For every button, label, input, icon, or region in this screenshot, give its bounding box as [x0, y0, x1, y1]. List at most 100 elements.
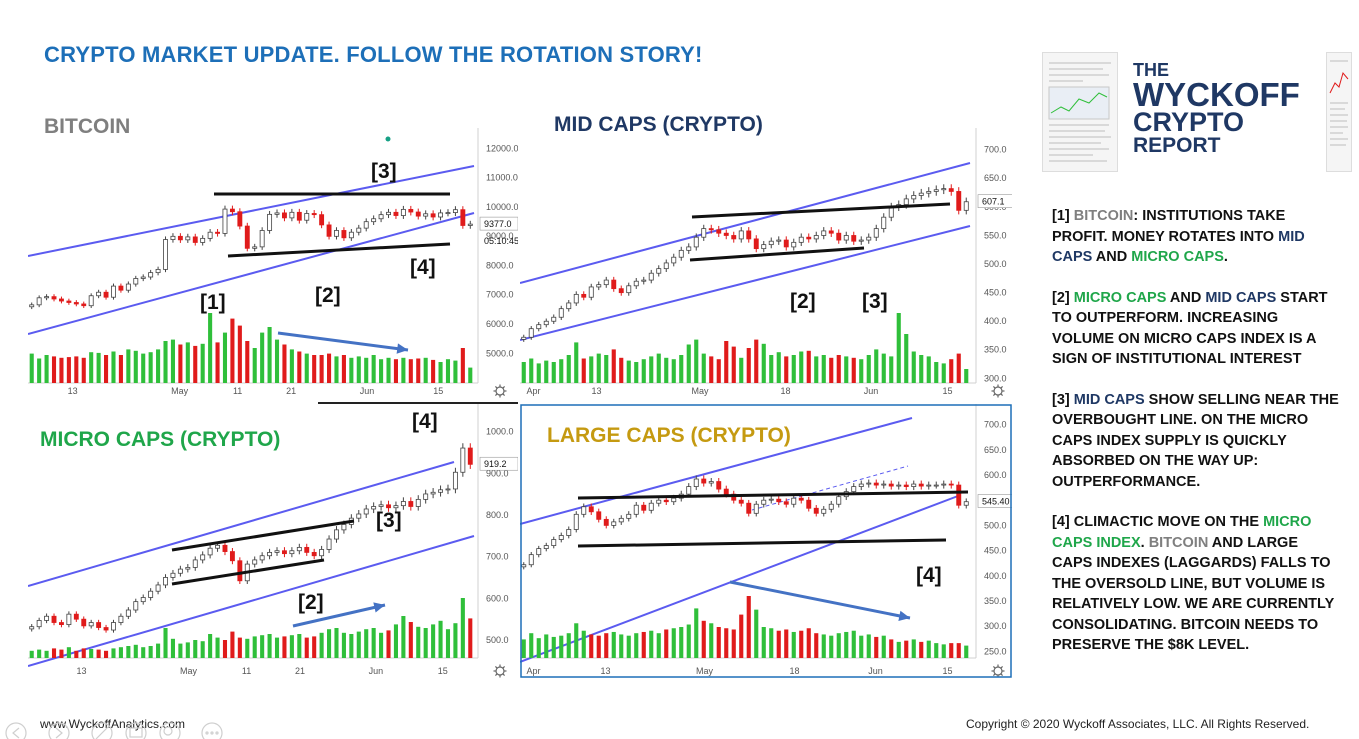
volume-bar: [769, 355, 773, 383]
candle-body: [74, 302, 78, 303]
candle-body: [394, 212, 398, 215]
volume-bar: [889, 639, 893, 658]
slides-icon[interactable]: [126, 723, 146, 739]
candle-body: [664, 500, 668, 502]
note-segment: [2]: [1052, 290, 1074, 306]
y-tick-label: 700.0: [984, 145, 1007, 155]
candle-body: [687, 487, 691, 495]
volume-bar: [89, 649, 93, 658]
large-caps-title: LARGE CAPS (CRYPTO): [547, 424, 791, 448]
y-tick-label: 450.0: [984, 288, 1007, 298]
zoom-icon[interactable]: [160, 723, 180, 739]
mid-caps-title: MID CAPS (CRYPTO): [554, 113, 763, 137]
volume-bar: [30, 354, 34, 383]
candle-body: [604, 280, 608, 285]
candle-body: [747, 231, 751, 239]
logo-line-3: CRYPTO: [1133, 110, 1300, 136]
candle-body: [657, 269, 661, 274]
candle-body: [416, 212, 420, 216]
volume-bar: [687, 345, 691, 384]
candle-body: [612, 280, 616, 289]
chart-settings-gear-icon[interactable]: [994, 387, 1002, 395]
candle-body: [612, 522, 616, 526]
candle-body: [934, 190, 938, 192]
phase-annotation: [3]: [371, 160, 397, 183]
more-options-icon[interactable]: [202, 723, 222, 739]
volume-bar: [327, 629, 331, 658]
y-tick-label: 600.0: [984, 470, 1007, 480]
candle-body: [904, 485, 908, 487]
next-slide-icon[interactable]: [49, 723, 69, 739]
volume-bar: [957, 354, 961, 383]
candle-body: [934, 485, 938, 486]
candle-body: [37, 620, 41, 626]
note-segment: MICRO CAPS: [1131, 249, 1224, 265]
candle-body: [544, 546, 548, 549]
volume-bar: [597, 354, 601, 383]
gear-tooth: [495, 674, 497, 676]
volume-bar: [260, 333, 264, 383]
volume-bar: [544, 634, 548, 658]
x-tick-label: 15: [438, 666, 448, 676]
volume-bar: [604, 355, 608, 383]
volume-bar: [672, 628, 676, 658]
candle-body: [163, 240, 167, 270]
candle-body: [642, 280, 646, 281]
candle-body: [372, 219, 376, 222]
previous-slide-icon[interactable]: [6, 723, 26, 739]
candle-body: [949, 189, 953, 192]
candle-body: [964, 502, 968, 506]
candle-body: [275, 213, 279, 214]
x-tick-label: 18: [789, 666, 799, 676]
volume-bar: [874, 637, 878, 658]
phase-annotation: [3]: [376, 509, 402, 532]
pen-icon[interactable]: [92, 723, 112, 739]
volume-bar: [679, 355, 683, 383]
volume-bar: [882, 354, 886, 383]
volume-bar: [409, 622, 413, 658]
phase-annotation: [2]: [315, 284, 341, 307]
chart-settings-gear-icon[interactable]: [496, 667, 504, 675]
volume-bar: [949, 643, 953, 658]
volume-bar: [67, 647, 71, 658]
candle-body: [282, 551, 286, 554]
x-tick-label: 21: [295, 666, 305, 676]
volume-bar: [942, 363, 946, 383]
chart-settings-gear-icon[interactable]: [994, 667, 1002, 675]
candle-body: [634, 505, 638, 514]
volume-bar: [416, 359, 420, 384]
volume-bar: [45, 651, 49, 658]
logo-line-2: WYCKOFF: [1133, 79, 1300, 110]
y-tick-label: 400.0: [984, 571, 1007, 581]
volume-bar: [754, 340, 758, 383]
candle-body: [268, 552, 272, 555]
volume-bar: [784, 356, 788, 383]
x-tick-label: 13: [68, 386, 78, 396]
candle-body: [394, 506, 398, 508]
footer-copyright: Copyright © 2020 Wyckoff Associates, LLC…: [966, 717, 1309, 731]
candle-body: [912, 484, 916, 487]
candle-body: [171, 573, 175, 577]
volume-bar: [334, 628, 338, 658]
volume-bar: [694, 340, 698, 383]
volume-bar: [327, 354, 331, 383]
volume-bar: [837, 633, 841, 658]
volume-bar: [657, 354, 661, 383]
volume-bar: [649, 631, 653, 658]
phase-annotation: [3]: [862, 290, 888, 313]
volume-bar: [134, 645, 138, 658]
candle-body: [305, 547, 309, 552]
volume-bar: [245, 639, 249, 658]
volume-bar: [305, 354, 309, 383]
volume-bar: [223, 333, 227, 383]
volume-bar: [394, 624, 398, 658]
volume-bar: [814, 356, 818, 383]
candle-body: [439, 213, 443, 217]
candle-body: [867, 483, 871, 484]
chart-settings-gear-icon[interactable]: [496, 387, 504, 395]
volume-bar: [582, 359, 586, 384]
volume-bar: [97, 650, 101, 658]
candle-body: [52, 616, 56, 622]
x-tick-label: 21: [286, 386, 296, 396]
candle-body: [260, 230, 264, 246]
